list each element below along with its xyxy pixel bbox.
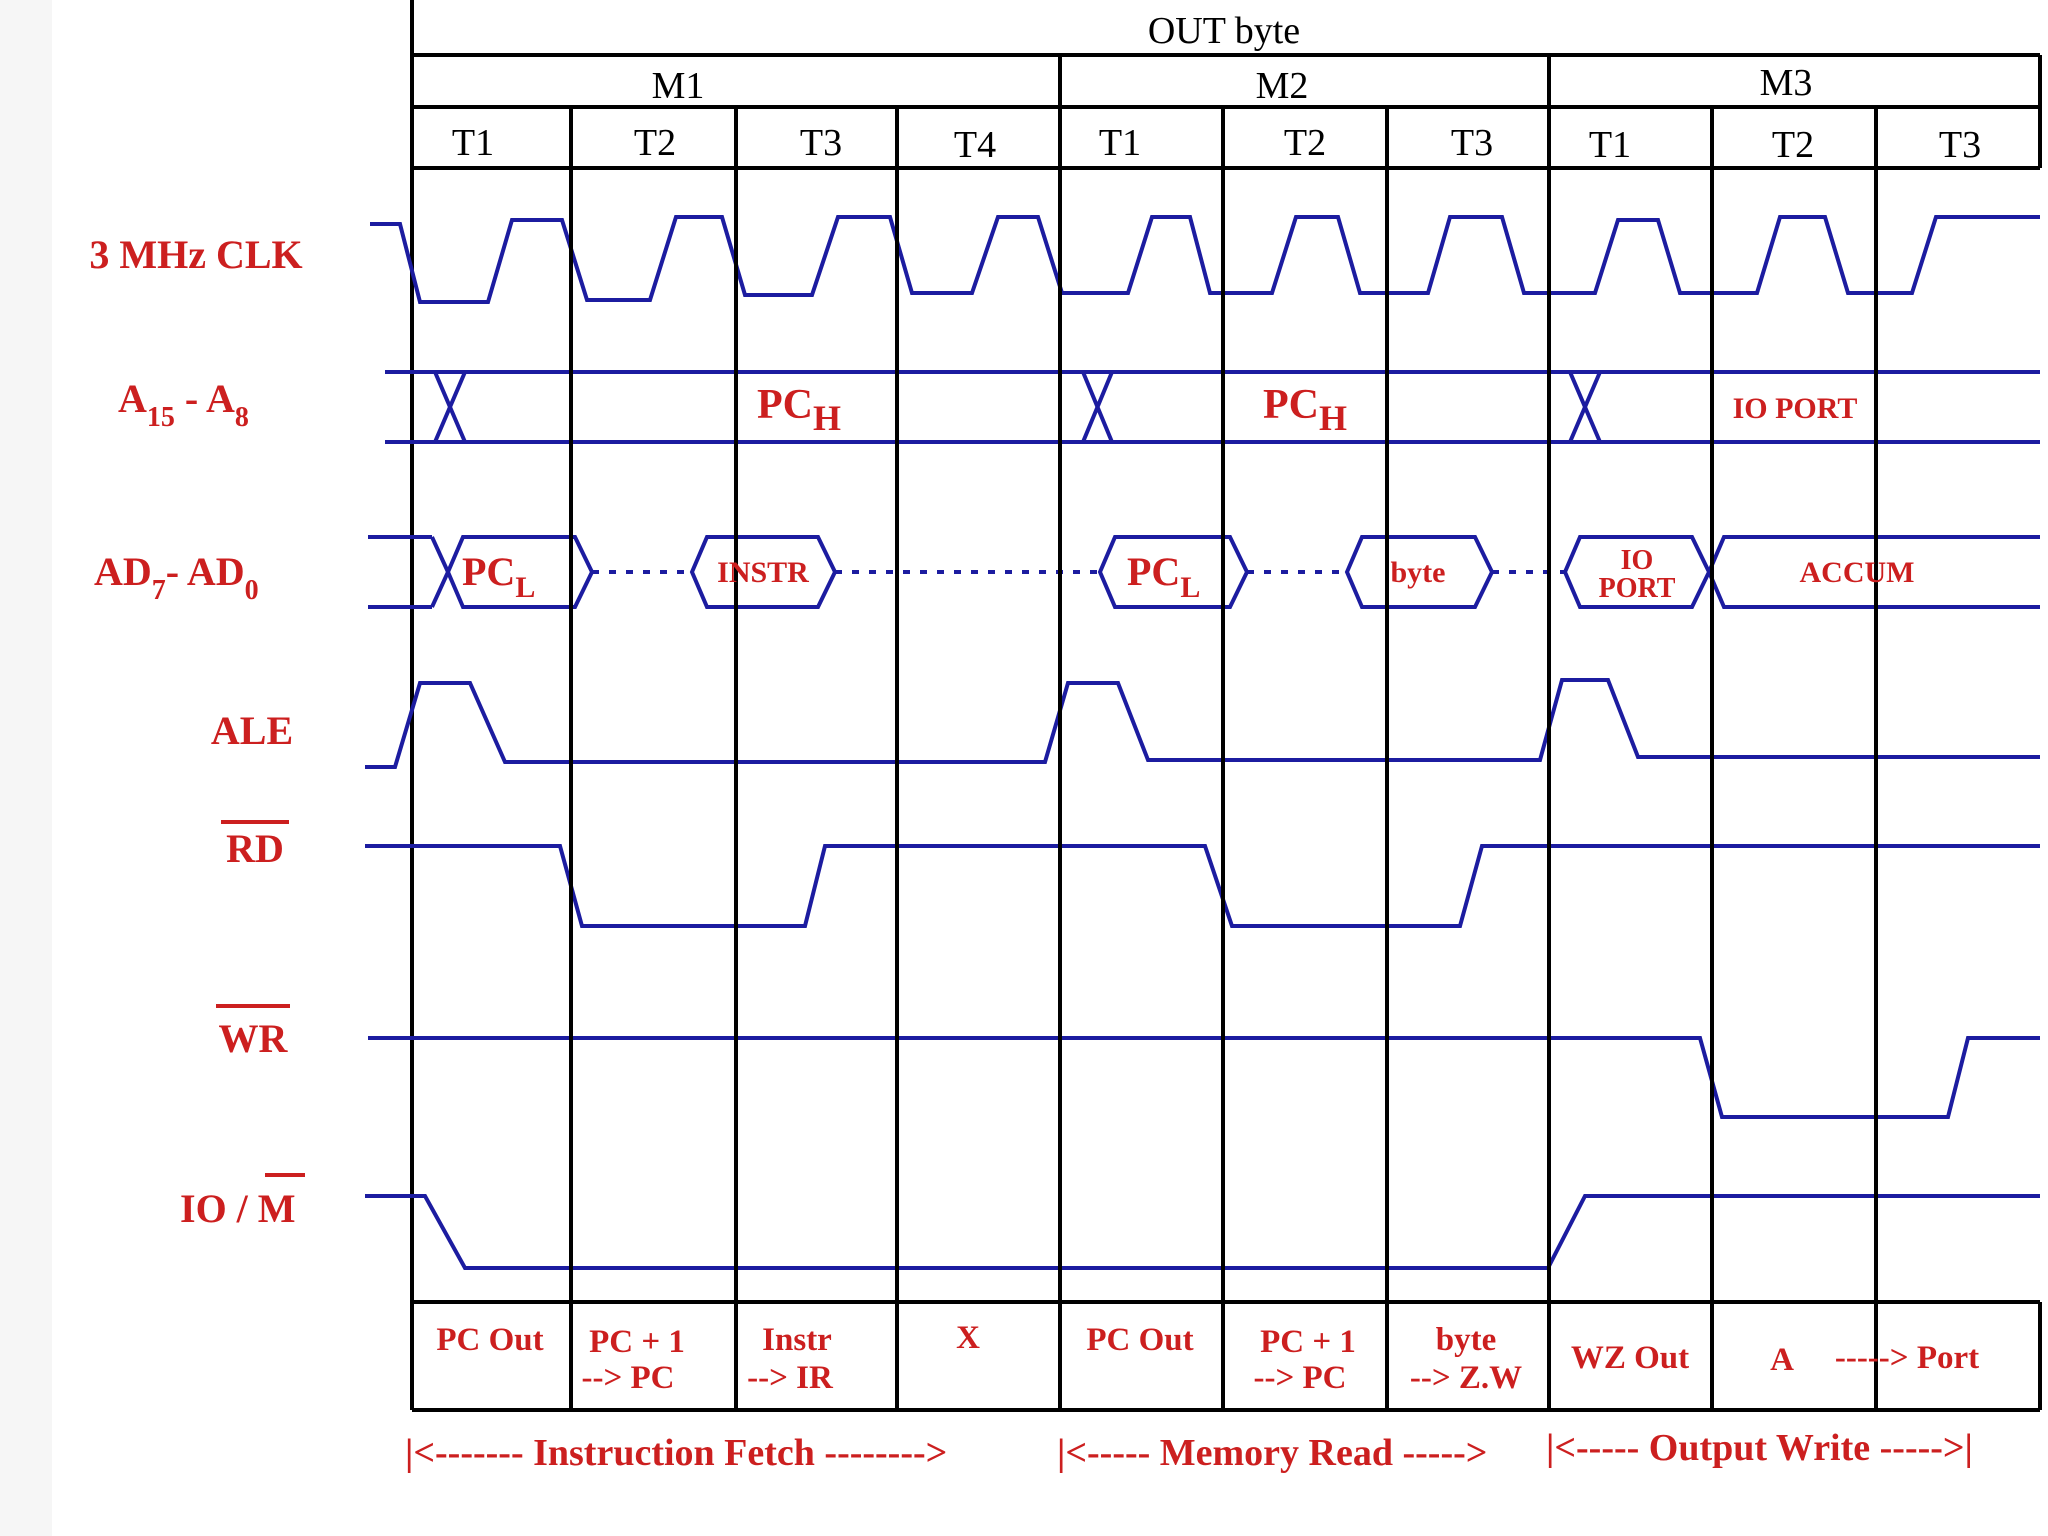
a15-a8-bus-lower [385, 371, 2040, 444]
clk-waveform [370, 215, 2040, 304]
action-m2-t2-line1: PC + 1 [1260, 1324, 1356, 1360]
action-m2-t3-line1: byte [1436, 1322, 1497, 1358]
ad-value-instr: INSTR [717, 556, 809, 589]
action-m1-t4: X [956, 1320, 980, 1356]
ad-value-io-port-line2: PORT [1599, 573, 1676, 604]
label-io-m: IO / M [180, 1186, 296, 1231]
action-m2-t3-line2: --> Z.W [1410, 1360, 1522, 1396]
rd-waveform [365, 844, 2040, 928]
action-m1-t3-line2: --> IR [747, 1360, 834, 1396]
ad-value-pcl-2: PCL [1127, 549, 1200, 604]
label-wr: WR [219, 1016, 289, 1061]
action-m1-t1: PC Out [436, 1322, 543, 1358]
page-margin [0, 0, 52, 1536]
t-state-gridlines [569, 55, 1878, 1410]
action-m1-t2-line1: PC + 1 [589, 1324, 685, 1360]
machine-cycle-m3: M3 [1760, 62, 1813, 104]
phase-output-write: |<----- Output Write ----->| [1546, 1427, 1973, 1469]
phase-instruction-fetch: |<------- Instruction Fetch --------> [405, 1432, 947, 1474]
phase-memory-read: |<----- Memory Read -----> [1057, 1432, 1487, 1474]
ad-value-accum: ACCUM [1800, 556, 1915, 589]
machine-cycle-m1: M1 [652, 65, 705, 107]
action-row-grid [412, 1300, 2042, 1412]
label-ale: ALE [211, 708, 293, 753]
m2-t1-label: T1 [1099, 122, 1141, 164]
action-m3-t2-arrow: -----> Port [1835, 1340, 1979, 1376]
m3-t3-label: T3 [1939, 124, 1981, 166]
action-m1-t3-line1: Instr [762, 1322, 832, 1358]
label-rd: RD [226, 826, 284, 871]
m3-t2-label: T2 [1772, 124, 1814, 166]
ad-value-io-port-line1: IO [1621, 545, 1654, 576]
ad-value-pcl-1: PCL [462, 549, 535, 604]
a15-a8-bus-upper [385, 370, 2040, 443]
header-grid [410, 0, 2042, 1410]
label-a15-a8: A15 - A8 [118, 376, 249, 433]
ad-value-byte: byte [1391, 556, 1446, 589]
action-m2-t2-line2: --> PC [1253, 1360, 1346, 1396]
m1-t3-label: T3 [800, 122, 842, 164]
action-m3-t2: A [1770, 1342, 1794, 1378]
diagram-title: OUT byte [1148, 10, 1300, 52]
m3-t1-label: T1 [1589, 124, 1631, 166]
a15-a8-value-3: IO PORT [1733, 392, 1858, 425]
wr-waveform [368, 1036, 2040, 1119]
m2-t2-label: T2 [1284, 122, 1326, 164]
m2-t3-label: T3 [1451, 122, 1493, 164]
a15-a8-value-1: PCH [757, 382, 841, 438]
action-m1-t2-line2: --> PC [581, 1360, 674, 1396]
m1-t2-label: T2 [634, 122, 676, 164]
label-ad7-ad0: AD7- AD0 [94, 549, 259, 606]
action-m2-t1: PC Out [1086, 1322, 1193, 1358]
m1-t1-label: T1 [452, 122, 494, 164]
ale-waveform [365, 678, 2040, 769]
a15-a8-value-2: PCH [1263, 382, 1347, 438]
io-m-waveform [365, 1194, 2040, 1270]
machine-cycle-m2: M2 [1256, 65, 1309, 107]
label-clk: 3 MHz CLK [89, 232, 302, 277]
ad-bus-initial [368, 535, 451, 609]
action-m3-t1: WZ Out [1571, 1340, 1689, 1376]
m1-t4-label: T4 [954, 124, 996, 166]
